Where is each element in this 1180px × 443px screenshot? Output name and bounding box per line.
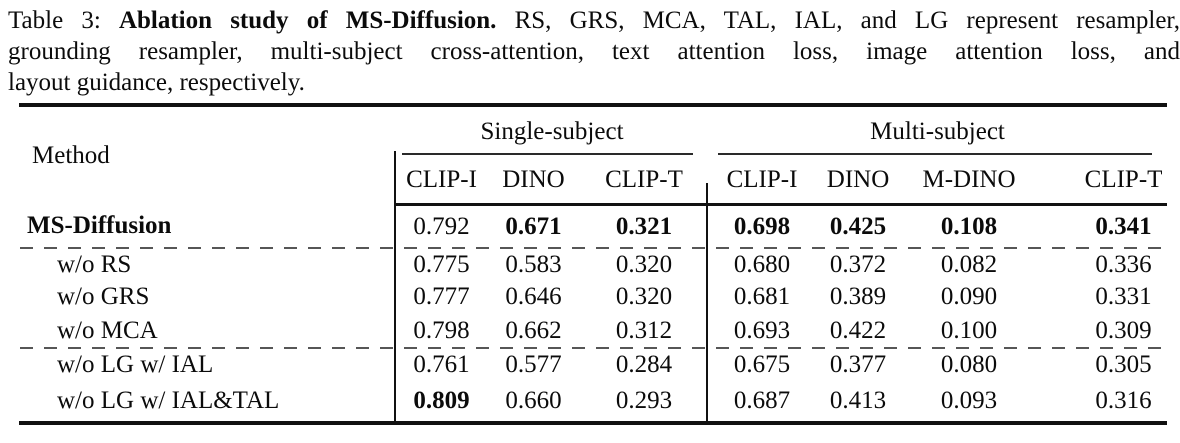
dashed-rule-1 [20,247,1167,249]
caption-line-1: Table 3: Ablation study of MS-Diffusion.… [8,5,1180,36]
value-cell: 0.698 [733,213,791,240]
value-cell: 0.389 [829,283,887,310]
table-row-wo-grs: w/o GRS 0.777 0.646 0.320 0.681 0.389 0.… [19,281,1167,313]
value-cell: 0.583 [505,250,562,278]
value-cell: 0.646 [505,283,562,310]
value-cell: 0.336 [1095,250,1152,278]
method-cell: MS-Diffusion [27,212,172,240]
value-cell: 0.425 [829,213,887,240]
vertical-rule-group-separator [706,183,708,425]
value-cell: 0.687 [733,387,791,414]
value-cell: 0.341 [1095,213,1152,240]
method-cell: w/o GRS [57,283,150,310]
col-header-dino-multi: DINO [816,157,901,206]
value-cell: 0.792 [413,213,470,240]
value-cell: 0.798 [413,316,470,344]
value-cell: 0.671 [505,213,562,240]
value-cell: 0.090 [940,283,998,310]
value-cell: 0.100 [940,316,998,344]
value-cell: 0.422 [829,316,887,344]
col-header-clip-t-single: CLIP-T [580,157,709,206]
value-cell: 0.777 [413,283,470,310]
col-header-dino-single: DINO [487,157,580,206]
value-cell: 0.320 [615,250,673,278]
value-cell: 0.681 [733,283,791,310]
value-cell: 0.577 [505,350,562,378]
method-cell: w/o RS [57,250,132,278]
col-header-clip-i-single: CLIP-I [396,157,487,206]
value-cell: 0.321 [615,213,673,240]
value-cell: 0.320 [615,283,673,310]
value-cell: 0.809 [413,387,470,414]
value-cell: 0.372 [829,250,887,278]
value-cell: 0.082 [940,250,998,278]
value-cell: 0.316 [1095,387,1152,414]
col-header-clip-i-multi: CLIP-I [708,157,817,206]
group-header-multi-subject: Multi-subject [870,118,1005,145]
group-header-single-subject: Single-subject [480,118,624,145]
caption-line-1-rest: RS, GRS, MCA, TAL, IAL, and LG represent… [496,7,1180,34]
value-cell: 0.662 [505,316,562,344]
value-cell: 0.284 [615,350,673,378]
value-cell: 0.305 [1095,350,1152,378]
value-cell: 0.331 [1095,283,1152,310]
vertical-rule-method-separator [394,151,396,425]
value-cell: 0.675 [733,350,791,378]
value-cell: 0.761 [413,350,470,378]
value-cell: 0.093 [940,387,998,414]
caption-line-3: layout guidance, respectively. [8,69,305,96]
table-row-wo-lg-w-ial-tal: w/o LG w/ IAL&TAL 0.809 0.660 0.293 0.68… [19,381,1167,423]
table-row-ms-diffusion: MS-Diffusion 0.792 0.671 0.321 0.698 0.4… [19,205,1167,249]
col-header-m-dino: M-DINO [900,157,1039,206]
caption-table-label: Table 3: [8,7,119,34]
col-header-clip-t-multi: CLIP-T [1038,157,1168,206]
cmidrule-multi-subject [718,153,1152,155]
cmidrule-single-subject [402,153,693,155]
value-cell: 0.080 [940,350,998,378]
value-cell: 0.108 [940,213,998,240]
method-cell: w/o LG w/ IAL&TAL [57,387,280,414]
value-cell: 0.413 [829,387,887,414]
table-row-wo-mca: w/o MCA 0.798 0.662 0.312 0.693 0.422 0.… [19,313,1167,348]
value-cell: 0.312 [615,316,673,344]
method-cell: w/o LG w/ IAL [57,350,214,378]
table-row-wo-lg-w-ial: w/o LG w/ IAL 0.761 0.577 0.284 0.675 0.… [19,348,1167,381]
value-cell: 0.680 [733,250,791,278]
table-caption: Table 3: Ablation study of MS-Diffusion.… [8,5,1180,98]
method-cell: w/o MCA [57,316,158,344]
caption-title-bold: Ablation study of MS-Diffusion. [118,7,497,34]
value-cell: 0.660 [505,387,562,414]
value-cell: 0.775 [413,250,470,278]
value-cell: 0.293 [615,387,673,414]
value-cell: 0.693 [733,316,791,344]
caption-line-2: grounding resampler, multi-subject cross… [8,38,1180,65]
table-row-wo-rs: w/o RS 0.775 0.583 0.320 0.680 0.372 0.0… [19,248,1167,281]
value-cell: 0.309 [1095,316,1152,344]
col-header-method: Method [32,141,110,169]
dashed-rule-2 [20,347,1167,349]
ablation-table: Method Single-subject Multi-subject CLIP… [19,103,1168,425]
value-cell: 0.377 [829,350,887,378]
